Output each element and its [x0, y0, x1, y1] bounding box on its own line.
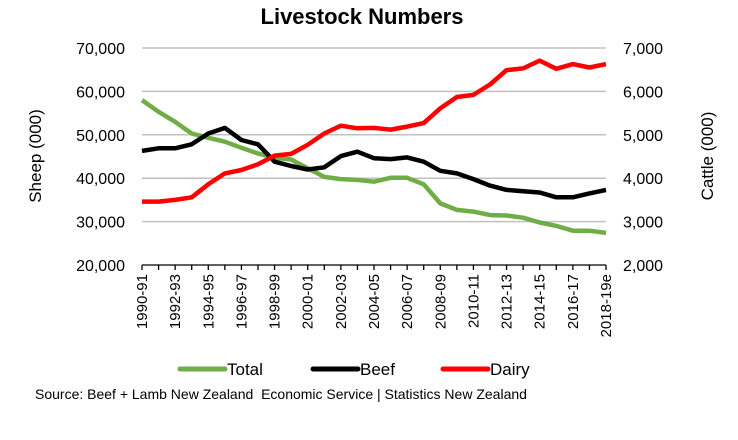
- y-right-tick-label: 5,000: [623, 128, 663, 145]
- y-right-tick-label: 3,000: [623, 215, 663, 232]
- series-line-beef: [141, 125, 607, 200]
- series-line-total: [140, 98, 607, 236]
- y-left-tick-label: 20,000: [76, 258, 125, 275]
- x-axis: 1990-91 1992-93 1994-95 1996-97 1998-99 2000-…: [134, 264, 615, 337]
- legend-label-total: Total: [227, 360, 263, 379]
- legend: Total Beef Dairy: [177, 360, 530, 379]
- x-tick-label: 2014-15: [532, 274, 549, 329]
- y-right-tick-label: 4,000: [623, 171, 663, 188]
- legend-label-beef: Beef: [360, 360, 395, 379]
- x-tick-label: 1998-99: [267, 274, 284, 329]
- source-note: Source: Beef + Lamb New Zealand Economic…: [35, 386, 527, 402]
- x-tick-label: 1994-95: [200, 274, 217, 329]
- y-left-tick-label: 40,000: [76, 171, 125, 188]
- y-right-tick-label: 7,000: [623, 41, 663, 58]
- y-right-tick-label: 6,000: [623, 84, 663, 101]
- legend-label-dairy: Dairy: [490, 360, 530, 379]
- y-left-tick-label: 70,000: [76, 41, 125, 58]
- series-line-dairy: [142, 58, 607, 204]
- x-tick-label: 2004-05: [366, 274, 383, 329]
- y-left-tick-label: 30,000: [76, 215, 125, 232]
- y-axis-left: 20,000 30,000 40,000 50,000 60,000 70,000: [76, 41, 125, 275]
- x-tick-label: 2016-17: [565, 274, 582, 329]
- x-tick-label: 2010-11: [465, 274, 482, 328]
- y-left-tick-label: 50,000: [76, 128, 125, 145]
- x-tick-label: 1992-93: [167, 274, 184, 329]
- y-axis-left-title: Sheep (000): [26, 109, 45, 203]
- series-lines: [140, 58, 607, 236]
- y-right-tick-label: 2,000: [623, 258, 663, 275]
- chart-title: Livestock Numbers: [261, 4, 464, 29]
- x-tick-label: 1990-91: [134, 274, 151, 329]
- x-tick-label: 2012-13: [499, 274, 516, 329]
- y-axis-right-title: Cattle (000): [698, 112, 717, 201]
- x-tick-label: 2008-09: [432, 274, 449, 329]
- y-left-tick-label: 60,000: [76, 84, 125, 101]
- x-tick-label: 2018-19e: [598, 274, 615, 337]
- y-axis-right: 2,000 3,000 4,000 5,000 6,000 7,000: [623, 41, 663, 275]
- x-tick-label: 2000-01: [300, 274, 317, 329]
- x-tick-label: 2006-07: [399, 274, 416, 329]
- x-tick-label: 2002-03: [333, 274, 350, 329]
- gridlines: [142, 47, 606, 223]
- x-tick-label: 1996-97: [233, 274, 250, 329]
